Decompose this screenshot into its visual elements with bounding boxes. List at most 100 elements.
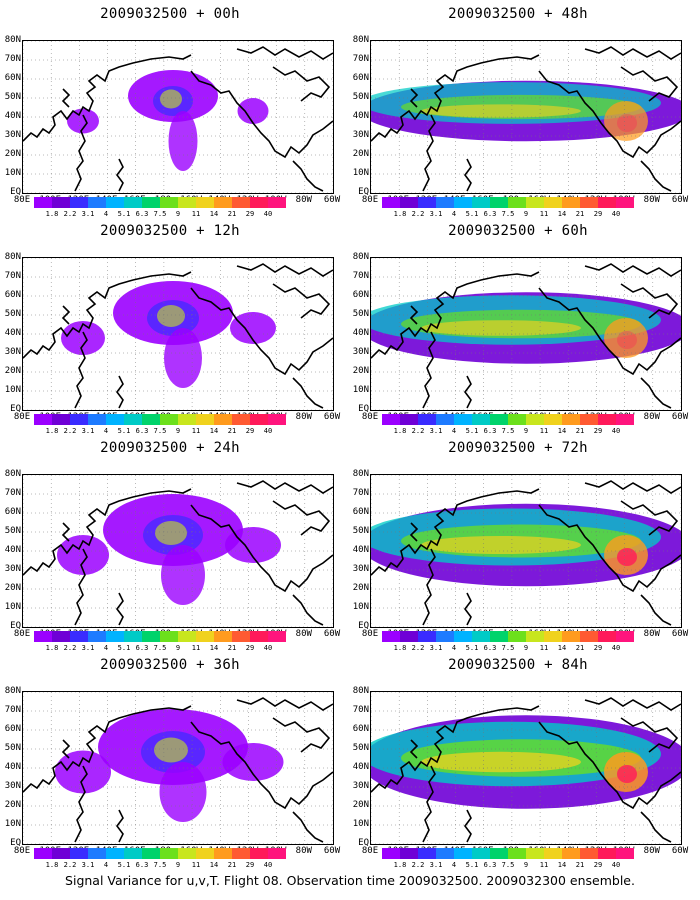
colorbar-label: 5.1: [465, 861, 479, 869]
colorbar-label: 11: [191, 210, 201, 218]
colorbar: [34, 414, 286, 425]
colorbar-label: 21: [575, 427, 585, 435]
colorbar-label: 1.8: [393, 427, 407, 435]
coastline: [620, 500, 679, 536]
colorbar-swatch: [598, 414, 616, 425]
colorbar-label: 21: [575, 644, 585, 652]
latitude-tick-label: 30N: [352, 347, 369, 357]
colorbar-label: 29: [593, 644, 603, 652]
colorbar-swatch: [490, 631, 508, 642]
coastline: [409, 739, 419, 759]
latitude-tick-label: EQ: [358, 621, 369, 631]
colorbar-label: 6.3: [135, 861, 149, 869]
colorbar-label: 29: [245, 210, 255, 218]
colorbar-label: 14: [557, 210, 567, 218]
colorbar-swatch: [544, 848, 562, 859]
colorbar-swatch: [400, 197, 418, 208]
colorbar-swatch: [106, 848, 124, 859]
longitude-tick-label: 80E: [13, 412, 31, 422]
coastline: [620, 283, 679, 319]
latitude-tick-label: EQ: [10, 621, 21, 631]
coastline: [422, 548, 436, 626]
coastline: [116, 592, 124, 626]
colorbar-swatch: [88, 631, 106, 642]
latitude-tick-label: 10N: [352, 819, 369, 829]
field-contour: [421, 751, 581, 773]
colorbar-swatch: [616, 197, 634, 208]
field-contour: [617, 548, 637, 566]
coastline: [422, 114, 436, 192]
colorbar-swatch: [124, 414, 142, 425]
field-contour: [421, 104, 581, 118]
field-contour: [164, 328, 202, 388]
colorbar-label: 40: [263, 644, 273, 652]
field-contour: [159, 762, 207, 822]
colorbar-label: 7.5: [153, 644, 167, 652]
colorbar-swatch: [598, 197, 616, 208]
latitude-tick-label: 60N: [4, 73, 21, 83]
colorbar-label: 3.1: [81, 861, 95, 869]
field-contour: [604, 318, 648, 358]
colorbar-swatch: [616, 631, 634, 642]
colorbar-swatch: [142, 414, 160, 425]
coastline: [292, 377, 324, 409]
colorbar-label: 6.3: [135, 427, 149, 435]
coastline: [61, 88, 71, 108]
colorbar-swatch: [580, 197, 598, 208]
longitude-tick-label: 80W: [643, 846, 660, 856]
colorbar-label: 4: [451, 644, 457, 652]
latitude-tick-label: EQ: [10, 838, 21, 848]
colorbar-label: 4: [451, 210, 457, 218]
colorbar-swatch: [106, 631, 124, 642]
latitude-tick-label: 80N: [4, 35, 21, 45]
coastline: [640, 811, 672, 843]
panel-title: 2009032500 + 12h: [100, 223, 240, 239]
colorbar-label: 2.2: [411, 427, 425, 435]
colorbar-label: 29: [593, 210, 603, 218]
coastline: [620, 717, 679, 753]
colorbar-label: 1.8: [393, 210, 407, 218]
colorbar-swatch: [196, 631, 214, 642]
latitude-tick-label: 70N: [352, 705, 369, 715]
longitude-tick-label: 60W: [323, 846, 341, 856]
latitude-tick-label: 60N: [352, 724, 369, 734]
colorbar-swatch: [232, 197, 250, 208]
colorbar-label: 7.5: [501, 210, 515, 218]
colorbar-swatch: [562, 631, 580, 642]
colorbar-label: 11: [191, 861, 201, 869]
colorbar-label: 3.1: [429, 427, 443, 435]
colorbar-swatch: [178, 848, 196, 859]
coastline: [236, 46, 333, 60]
colorbar: [382, 414, 634, 425]
colorbar-swatch: [400, 848, 418, 859]
colorbar-label: 4: [103, 210, 109, 218]
field-contour: [67, 108, 99, 134]
latitude-tick-label: 40N: [4, 762, 21, 772]
colorbar-label: 3.1: [81, 644, 95, 652]
coastline: [371, 54, 540, 142]
latitude-tick-label: 70N: [4, 54, 21, 64]
coastline: [464, 809, 472, 843]
colorbar-swatch: [400, 631, 418, 642]
colorbar-label: 9: [523, 644, 529, 652]
colorbar-swatch: [268, 414, 286, 425]
colorbar: [382, 197, 634, 208]
longitude-tick-label: 80E: [361, 412, 379, 422]
colorbar-label: 9: [523, 861, 529, 869]
variance-map: [22, 257, 334, 411]
field-contour: [604, 101, 648, 141]
colorbar-swatch: [142, 848, 160, 859]
latitude-tick-label: 30N: [4, 564, 21, 574]
latitude-tick-label: 40N: [352, 762, 369, 772]
colorbar-swatch: [34, 631, 52, 642]
coastline: [272, 283, 331, 319]
colorbar-swatch: [472, 848, 490, 859]
colorbar-swatch: [418, 848, 436, 859]
colorbar-swatch: [250, 414, 268, 425]
colorbar-swatch: [508, 848, 526, 859]
colorbar-label: 14: [557, 861, 567, 869]
colorbar-swatch: [418, 414, 436, 425]
colorbar-swatch: [454, 848, 472, 859]
colorbar-label: 2.2: [411, 861, 425, 869]
colorbar-swatch: [70, 631, 88, 642]
